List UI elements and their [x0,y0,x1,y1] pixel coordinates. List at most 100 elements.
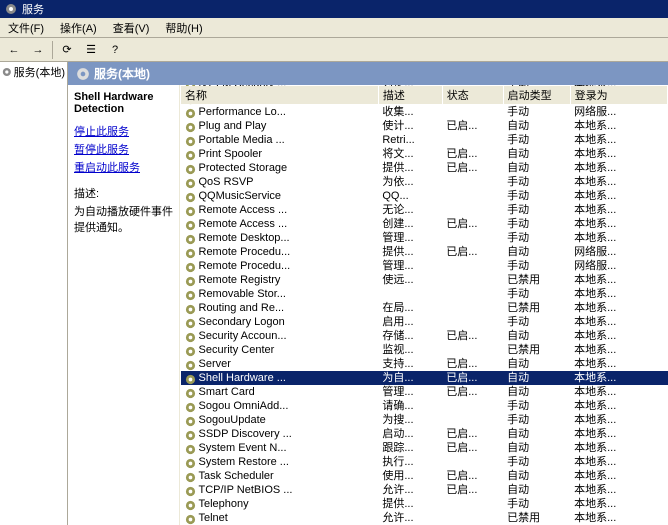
menu-help[interactable]: 帮助(H) [157,18,210,38]
table-row[interactable]: QoS RSVP为依...手动本地系... [181,175,668,189]
table-row[interactable]: QQMusicServiceQQ...手动本地系... [181,189,668,203]
table-row[interactable]: Smart Card管理...已启...自动本地系... [181,385,668,399]
cell-logon: 网络服... [570,259,667,273]
gear-icon [185,148,197,160]
refresh-button[interactable]: ⟳ [57,40,77,60]
table-row[interactable]: Remote Procedu...提供...已启...自动网络服... [181,245,668,259]
table-row[interactable]: Task Scheduler使用...已启...自动本地系... [181,469,668,483]
forward-button[interactable]: → [28,40,48,60]
table-row[interactable]: Secondary Logon启用...手动本地系... [181,315,668,329]
cell-name: Telephony [181,497,379,511]
table-row[interactable]: Print Spooler将文...已启...自动本地系... [181,147,668,161]
table-row[interactable]: TCP/IP NetBIOS ...允许...已启...自动本地系... [181,483,668,497]
table-row[interactable]: Security Center监视...已禁用本地系... [181,343,668,357]
gear-icon [185,162,197,174]
services-list[interactable]: 名称 描述 状态 启动类型 登录为 IMAPI CD-Burnin...用 I.… [180,85,668,525]
window-title: 服务 [22,1,44,17]
table-row[interactable]: Telephony提供...手动本地系... [181,497,668,511]
table-row[interactable]: Remote Desktop...管理...手动本地系... [181,231,668,245]
gear-icon [185,120,197,132]
table-row[interactable]: Remote Access ...创建...已启...手动本地系... [181,217,668,231]
help-button[interactable]: ? [105,40,125,60]
gear-icon [185,260,197,272]
cell-status: 已启... [442,217,503,231]
cell-name: Portable Media ... [181,133,379,147]
cell-status [442,105,503,119]
cell-logon: 本地系... [570,455,667,469]
col-name[interactable]: 名称 [181,85,379,104]
table-row[interactable]: Remote Registry使远...已禁用本地系... [181,273,668,287]
cell-name: Remote Desktop... [181,231,379,245]
cell-startup: 手动 [503,399,570,413]
col-startup[interactable]: 启动类型 [503,85,570,104]
cell-name: Task Scheduler [181,469,379,483]
table-row[interactable]: Removable Stor...手动本地系... [181,287,668,301]
cell-name: Remote Procedu... [181,259,379,273]
cell-logon: 本地系... [570,175,667,189]
menu-action[interactable]: 操作(A) [52,18,105,38]
cell-desc [378,287,442,301]
cell-logon: 本地系... [570,161,667,175]
cell-logon: 本地系... [570,413,667,427]
cell-logon: 本地系... [570,357,667,371]
cell-status: 已启... [442,119,503,133]
col-logon[interactable]: 登录为 [570,85,667,104]
table-row[interactable]: System Restore ...执行...手动本地系... [181,455,668,469]
cell-name: SSDP Discovery ... [181,427,379,441]
cell-name: Remote Access ... [181,217,379,231]
cell-desc: 提供... [378,497,442,511]
cell-status [442,273,503,287]
cell-startup: 自动 [503,161,570,175]
table-row[interactable]: Portable Media ...Retri...手动本地系... [181,133,668,147]
cell-startup: 自动 [503,371,570,385]
cell-desc: 在局... [378,301,442,315]
back-button[interactable]: ← [4,40,24,60]
cell-logon: 网络服... [570,105,667,119]
cell-status [442,511,503,525]
pause-link[interactable]: 暂停此服务 [74,141,173,157]
gear-icon [185,512,197,524]
export-button[interactable]: ☰ [81,40,101,60]
cell-logon: 本地系... [570,343,667,357]
cell-status: 已启... [442,371,503,385]
cell-status [442,315,503,329]
cell-name: Secondary Logon [181,315,379,329]
table-row[interactable]: SogouUpdate为搜...手动本地系... [181,413,668,427]
cell-status: 已启... [442,161,503,175]
cell-name: System Restore ... [181,455,379,469]
table-row[interactable]: Routing and Re...在局...已禁用本地系... [181,301,668,315]
table-row[interactable]: SSDP Discovery ...启动...已启...自动本地系... [181,427,668,441]
table-row[interactable]: Security Accoun...存储...已启...自动本地系... [181,329,668,343]
cell-desc: Retri... [378,133,442,147]
tree-root[interactable]: 服务(本地) [2,64,65,80]
menu-view[interactable]: 查看(V) [105,18,158,38]
col-desc[interactable]: 描述 [378,85,442,104]
gear-icon [185,442,197,454]
table-row[interactable]: Shell Hardware ...为自...已启...自动本地系... [181,371,668,385]
col-status[interactable]: 状态 [442,85,503,104]
table-row[interactable]: Sogou OmniAdd...请确...手动本地系... [181,399,668,413]
cell-logon: 本地系... [570,301,667,315]
gear-icon [76,67,90,81]
cell-logon: 本地系... [570,119,667,133]
table-row[interactable]: Remote Access ...无论...手动本地系... [181,203,668,217]
table-row[interactable]: Protected Storage提供...已启...自动本地系... [181,161,668,175]
gear-icon [185,372,197,384]
table-row[interactable]: Server支持...已启...自动本地系... [181,357,668,371]
app-icon [4,2,18,16]
restart-link[interactable]: 重启动此服务 [74,159,173,175]
menu-file[interactable]: 文件(F) [0,18,52,38]
table-row[interactable]: Remote Procedu...管理...手动网络服... [181,259,668,273]
table-row[interactable]: Plug and Play使计...已启...自动本地系... [181,119,668,133]
tree-pane: 服务(本地) [0,62,68,525]
cell-desc: 为自... [378,371,442,385]
cell-logon: 本地系... [570,217,667,231]
table-row[interactable]: System Event N...跟踪...已启...自动本地系... [181,441,668,455]
gear-icon [185,106,197,118]
gear-icon [185,288,197,300]
table-row[interactable]: Telnet允许...已禁用本地系... [181,511,668,525]
cell-startup: 已禁用 [503,273,570,287]
stop-link[interactable]: 停止此服务 [74,123,173,139]
table-row[interactable]: Performance Lo...收集...手动网络服... [181,105,668,119]
cell-desc: 启动... [378,427,442,441]
